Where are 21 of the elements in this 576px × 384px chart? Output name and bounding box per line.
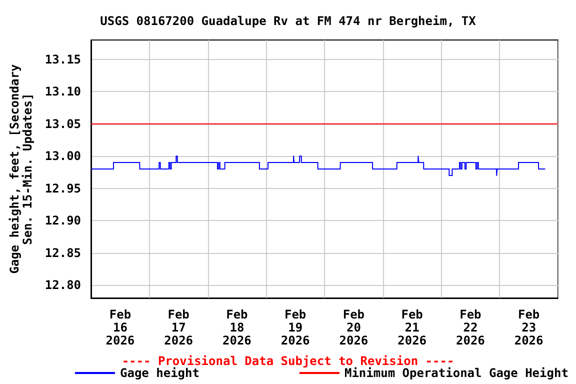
y-tick-label: 12.95 — [44, 181, 82, 196]
x-tick-label: Feb 19 2026 — [280, 308, 310, 348]
legend-label: Gage height — [120, 366, 200, 380]
x-tick-label: Feb 18 2026 — [222, 308, 252, 348]
y-tick-label: 12.80 — [44, 278, 82, 292]
y-tick-label: 12.90 — [44, 214, 82, 228]
x-tick-label: Feb 16 2026 — [106, 308, 135, 348]
x-tick-label: Feb 17 2026 — [164, 308, 194, 348]
y-tick-label: 13.00 — [44, 149, 82, 164]
legend-label: Minimum Operational Gage Height — [344, 366, 568, 380]
text: ---- Provisional Data Subject to Revision ---- — [122, 354, 454, 368]
x-tick-label: Feb 23 2026 — [514, 308, 544, 348]
y-tick-label: 13.15 — [44, 52, 82, 66]
chart-title: USGS 08167200 Guadalupe Rv at FM 474 nr Bergheim, TX — [100, 14, 477, 28]
x-tick-label: Feb 20 2026 — [339, 308, 368, 348]
y-tick-label: 13.10 — [44, 84, 82, 99]
y-tick-label: 12.85 — [44, 246, 82, 260]
x-tick-label: Feb 21 2026 — [398, 308, 427, 348]
y-axis-title: Gage height, feet, [Secondary Sen. 15-Min. Updates] — [8, 64, 34, 274]
y-tick-label: 13.05 — [44, 116, 82, 131]
x-tick-label: Feb 22 2026 — [456, 308, 485, 348]
